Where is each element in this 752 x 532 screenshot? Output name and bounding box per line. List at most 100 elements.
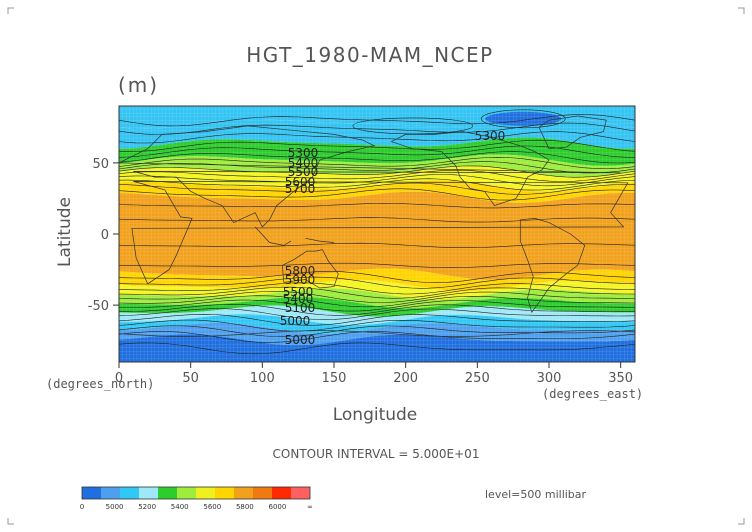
colorbar-swatch <box>291 487 310 499</box>
contour-line <box>119 331 635 343</box>
contour-line <box>119 122 635 135</box>
colorbar-swatch <box>253 487 272 499</box>
contour-line <box>119 303 635 316</box>
color-band <box>119 106 635 129</box>
colorbar-swatch <box>196 487 215 499</box>
contour-line <box>119 203 635 209</box>
contour-line <box>119 299 635 312</box>
contour-line <box>119 114 635 127</box>
x-tick-label: 50 <box>182 371 199 386</box>
colorbar-label: 5000 <box>106 503 124 511</box>
contour-lines <box>119 109 635 355</box>
contour-line <box>119 139 635 152</box>
x-axis-label: Longitude <box>333 405 418 425</box>
y-tick-label: 50 <box>92 157 109 172</box>
contour-line <box>480 109 566 129</box>
colorbar-swatch <box>272 487 291 499</box>
level-note: level=500 millibar <box>485 488 587 501</box>
colorbar-label: 5600 <box>203 503 221 511</box>
coastline <box>538 115 607 150</box>
colorbar-frame <box>81 486 311 500</box>
contour-label: 5000 <box>285 333 316 347</box>
color-band <box>119 180 635 203</box>
y-axis-ticks: 50 0 -50 <box>88 157 119 314</box>
coastline <box>305 237 335 243</box>
y-tick-label: -50 <box>88 299 109 314</box>
contour-line <box>119 182 635 195</box>
contour-label: 5400 <box>283 292 314 306</box>
contour-label: 5500 <box>283 285 314 299</box>
color-band <box>119 322 635 346</box>
color-band <box>119 297 635 317</box>
contour-line <box>119 282 635 295</box>
contour-line <box>119 174 635 187</box>
colorbar-swatch <box>158 487 177 499</box>
y-axis-label: Latitude <box>55 197 75 267</box>
colorbar-swatch <box>101 487 120 499</box>
contour-line <box>119 169 635 182</box>
x-tick-label: 200 <box>393 371 418 386</box>
colorbar-swatch <box>234 487 253 499</box>
contour-line <box>119 342 635 355</box>
coastline <box>519 218 586 313</box>
contour-line <box>119 295 635 308</box>
y-tick-label: 0 <box>101 228 109 243</box>
coastline <box>391 131 550 207</box>
coastline <box>131 181 629 285</box>
coastline <box>119 125 621 228</box>
contour-label: 5500 <box>288 165 319 179</box>
contour-line <box>119 161 635 174</box>
color-band <box>119 137 635 166</box>
colorbar: 0 5000 5200 5400 5600 5800 6000 ∞ <box>80 486 313 511</box>
contour-line <box>119 178 635 191</box>
color-band <box>119 268 635 292</box>
coastlines <box>119 115 635 337</box>
contour-line <box>119 291 635 303</box>
coastline <box>282 249 339 289</box>
x-axis-ticks: 0 50 100 150 200 250 300 350 <box>115 362 633 386</box>
contour-line <box>119 271 635 283</box>
contour-line <box>119 165 635 178</box>
contour-line <box>119 242 635 248</box>
contour-line <box>119 151 635 164</box>
contour-interval-note: CONTOUR INTERVAL = 5.000E+01 <box>273 447 480 461</box>
corner-marks <box>7 7 745 525</box>
contour-label: 5400 <box>288 156 319 170</box>
contour-line <box>119 325 635 338</box>
color-band <box>119 117 635 149</box>
height-color-bands <box>119 106 635 362</box>
contour-line <box>352 117 474 135</box>
contour-line <box>119 188 635 201</box>
map-plot-area: 5300540055005600570058005900500051005300… <box>118 105 636 363</box>
colorbar-label: 0 <box>80 503 84 511</box>
contour-label: 5600 <box>285 175 316 189</box>
contour-label: 5900 <box>285 273 316 287</box>
contour-label: 5300 <box>288 146 319 160</box>
colorbar-swatch <box>120 487 139 499</box>
contour-line <box>119 145 635 158</box>
color-band <box>119 191 635 280</box>
contour-line <box>119 156 635 170</box>
x-tick-label: 300 <box>537 371 562 386</box>
units-label: (m) <box>118 73 159 97</box>
colorbar-label: 5800 <box>236 503 254 511</box>
color-band <box>119 314 635 334</box>
contour-line <box>119 276 635 289</box>
contour-label: 5000 <box>280 314 311 328</box>
contour-line <box>119 262 635 268</box>
contour-line <box>119 131 635 144</box>
contour-line <box>119 319 635 332</box>
x-tick-label: 150 <box>322 371 347 386</box>
contour-line <box>119 313 635 326</box>
colorbar-swatch <box>177 487 196 499</box>
color-band <box>119 288 635 309</box>
contour-label: 5700 <box>285 182 316 196</box>
contour-label: 5800 <box>285 264 316 278</box>
color-band <box>119 279 635 300</box>
colorbar-swatch <box>215 487 234 499</box>
colorbar-label: 6000 <box>269 503 287 511</box>
colorbar-label: ∞ <box>307 503 313 511</box>
colorbar-swatch <box>139 487 158 499</box>
contour-line <box>119 217 635 223</box>
